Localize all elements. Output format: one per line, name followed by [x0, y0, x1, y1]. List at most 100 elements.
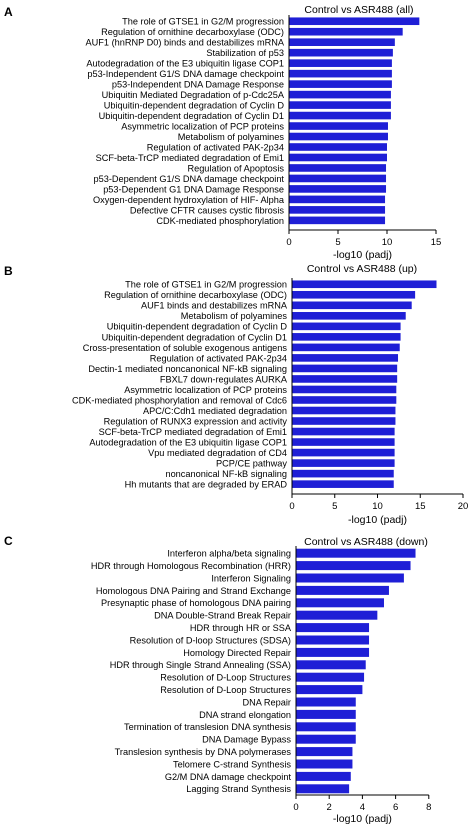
bar: [292, 343, 400, 352]
category-label: SCF-beta-TrCP mediated degradation of Em…: [99, 427, 287, 437]
category-label: Cross-presentation of soluble exogenous …: [83, 343, 288, 353]
category-label: Translesion synthesis by DNA polymerases: [115, 747, 292, 757]
category-label: Resolution of D-loop Structures (SDSA): [130, 635, 291, 645]
panel-letter: A: [4, 5, 13, 19]
bar: [296, 573, 404, 583]
category-label: SCF-beta-TrCP mediated degradation of Em…: [96, 153, 284, 163]
category-label: Stabilization of p53: [206, 48, 284, 58]
x-axis-label: -log10 (padj): [333, 813, 392, 824]
category-label: Defective CFTR causes cystic fibrosis: [130, 205, 285, 215]
category-label: Ubiquitin-dependent degradation of Cycli…: [107, 322, 288, 332]
chart-title: Control vs ASR488 (up): [307, 263, 417, 275]
category-label: Regulation of activated PAK-2p34: [150, 353, 287, 363]
bar: [296, 610, 378, 620]
x-tick-label: 2: [327, 802, 332, 813]
category-label: Interferon alpha/beta signaling: [167, 549, 291, 559]
category-label: Autodegradation of the E3 ubiquitin liga…: [86, 59, 284, 69]
category-label: p53-Dependent G1 DNA Damage Response: [103, 184, 284, 194]
category-label: HDR through Single Strand Annealing (SSA…: [110, 660, 291, 670]
x-tick-label: 10: [372, 501, 383, 512]
bar: [292, 427, 395, 436]
bar: [292, 469, 394, 478]
category-label: G2/M DNA damage checkpoint: [165, 772, 292, 782]
category-label: Ubiquitin Mediated Degradation of p-Cdc2…: [102, 90, 285, 100]
category-label: p53-Independent G1/S DNA damage checkpoi…: [87, 69, 284, 79]
bar: [289, 38, 395, 46]
bar: [289, 59, 392, 67]
bar: [289, 27, 403, 36]
bar: [292, 385, 397, 394]
x-tick-label: 0: [286, 237, 291, 248]
chart-panel-c: C Control vs ASR488 (down) Interferon alph…: [4, 534, 431, 824]
bar: [292, 354, 399, 362]
bar: [292, 301, 412, 310]
bar: [296, 548, 416, 558]
bar: [296, 759, 353, 769]
category-label: Autodegradation of the E3 ubiquitin liga…: [89, 437, 287, 447]
category-label: HDR through HR or SSA: [190, 623, 292, 633]
x-tick-label: 4: [360, 802, 365, 813]
bar: [296, 672, 365, 682]
panel-letter: B: [4, 264, 13, 278]
category-label: p53-Independent DNA Damage Response: [112, 80, 284, 90]
bar: [289, 122, 388, 130]
category-label: p53-Dependent G1/S DNA damage checkpoint: [93, 174, 284, 184]
bar: [289, 174, 387, 183]
bar: [289, 153, 387, 162]
category-label: Hh mutants that are degraded by ERAD: [125, 480, 288, 490]
category-label: Regulation of RUNX3 expression and activ…: [104, 416, 288, 426]
chart-title: Control vs ASR488 (down): [304, 536, 428, 548]
category-label: The role of GTSE1 in G2/M progression: [125, 280, 287, 290]
category-label: FBXL7 down-regulates AURKA: [160, 374, 288, 384]
category-label: Metabolism of polyamines: [178, 132, 285, 142]
bar: [292, 448, 395, 457]
bar: [296, 709, 356, 719]
category-label: CDK-mediated phosphorylation: [156, 216, 284, 226]
bar: [296, 722, 356, 732]
x-tick-label: 10: [382, 237, 393, 248]
category-label: Regulation of ornithine decarboxylase (O…: [101, 27, 284, 37]
bar: [289, 80, 392, 88]
x-tick-label: 0: [289, 501, 294, 512]
bar: [296, 771, 351, 781]
category-label: Ubiquitin-dependent degradation of Cycli…: [99, 111, 284, 121]
category-label: Resolution of D-Loop Structures: [160, 685, 291, 695]
bar: [296, 660, 366, 670]
bar: [292, 280, 437, 289]
bar: [289, 195, 386, 204]
category-label: Metabolism of polyamines: [181, 311, 288, 321]
bar: [292, 417, 396, 425]
bar: [292, 375, 398, 383]
category-label: Ubiquitin-dependent degradation of Cycli…: [102, 332, 287, 342]
bar: [289, 48, 393, 57]
bar: [296, 647, 370, 657]
category-label: APC/C:Cdh1 mediated degradation: [143, 406, 287, 416]
category-label: Telomere C-strand Synthesis: [173, 759, 291, 769]
bar: [296, 561, 411, 571]
category-label: DNA Double-Strand Break Repair: [154, 611, 291, 621]
x-tick-label: 15: [415, 501, 426, 512]
category-label: noncanonical NF-kB signaling: [165, 469, 287, 479]
category-label: Ubiquitin-dependent degradation of Cycli…: [104, 100, 285, 110]
bar: [296, 697, 356, 707]
category-label: Vpu mediated degradation of CD4: [148, 448, 287, 458]
bar: [289, 90, 391, 99]
bar: [296, 635, 370, 645]
bar: [292, 396, 397, 404]
category-label: Interferon Signaling: [211, 573, 291, 583]
x-tick-label: 5: [332, 501, 337, 512]
x-tick-label: 20: [458, 501, 469, 512]
category-label: Homologous DNA Pairing and Strand Exchan…: [96, 586, 291, 596]
category-label: PCP/CE pathway: [216, 459, 287, 469]
category-label: Termination of translesion DNA synthesis: [124, 722, 291, 732]
category-label: AUF1 binds and destabilizes mRNA: [141, 301, 288, 311]
bar: [296, 784, 350, 794]
category-label: Oxygen-dependent hydroxylation of HIF- A…: [93, 195, 285, 205]
category-label: DNA Repair: [242, 697, 291, 707]
category-label: Regulation of ornithine decarboxylase (O…: [104, 290, 287, 300]
bar: [292, 480, 394, 488]
bar: [296, 598, 384, 608]
bar: [289, 17, 420, 26]
bar: [292, 438, 395, 446]
